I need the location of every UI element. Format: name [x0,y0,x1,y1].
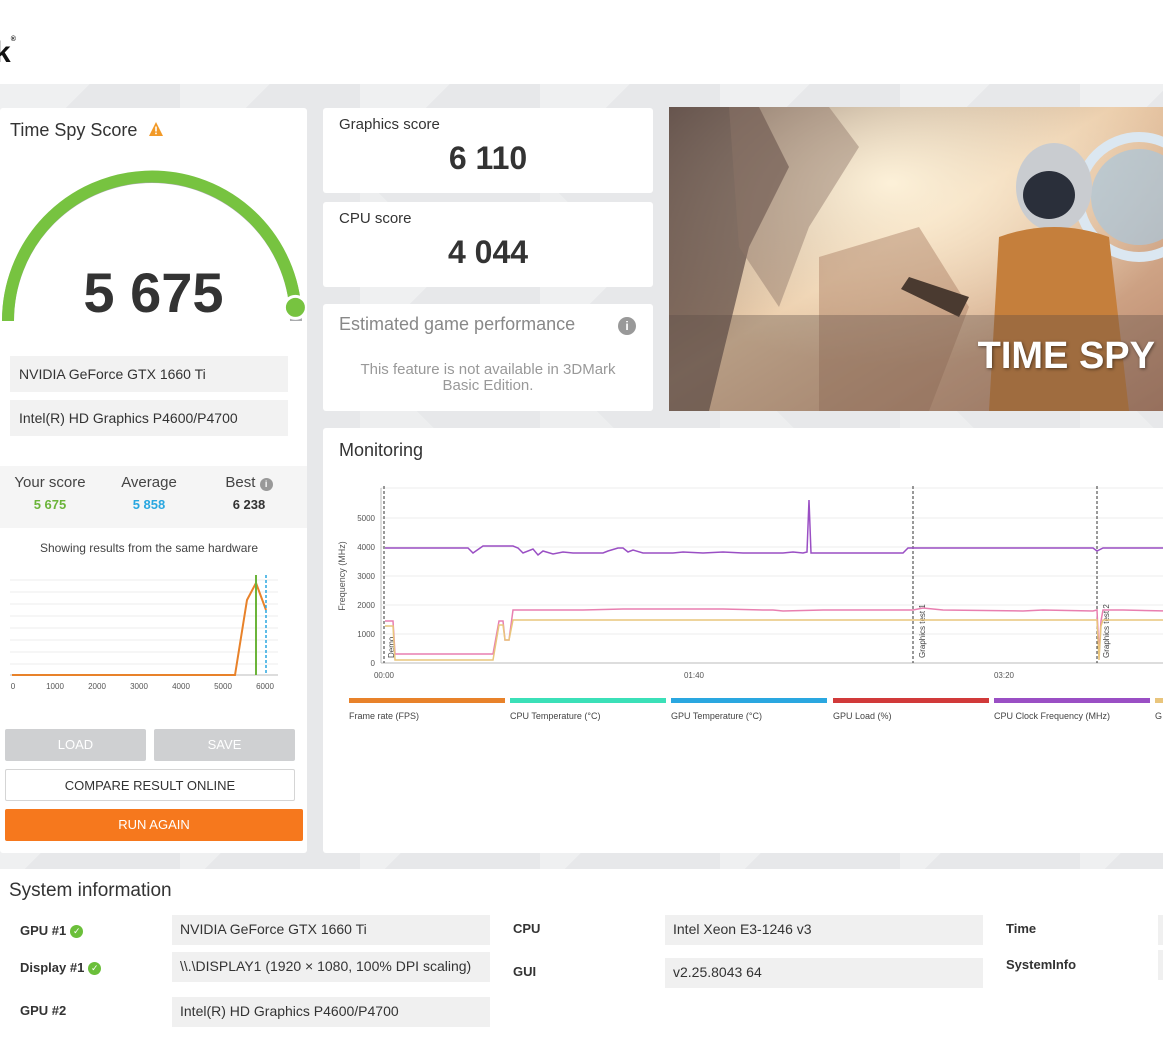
average-stat: Average 5 858 [121,474,177,512]
system-info-title: System information [9,880,172,901]
svg-text:Graphics test 1: Graphics test 1 [918,604,927,658]
banner-artwork [669,107,1163,411]
cpu-label: CPU [513,921,541,936]
time-value [1158,915,1163,945]
gauge-fill [1,170,302,322]
gui-label: GUI [513,964,537,979]
display1-label: Display #1 ✓ [20,960,102,976]
total-score: 5 675 [83,261,224,324]
monitoring-panel: Monitoring Frequency (MHz) 0 1000 2000 3… [323,428,1163,853]
app-logo: k® [0,36,16,69]
legend-gpu-clock[interactable]: G [1155,698,1163,721]
legend-gpu-load[interactable]: GPU Load (%) [833,698,989,721]
info-icon[interactable]: i [618,317,636,335]
svg-text:00:00: 00:00 [374,671,395,680]
monitoring-title: Monitoring [339,440,424,460]
estimated-performance-card: Estimated game performance i This featur… [323,304,653,411]
y-axis-label: Frequency (MHz) [337,541,347,611]
svg-text:5000: 5000 [214,682,232,691]
gui-value: v2.25.8043 64 [665,958,983,988]
time-label: Time [1006,921,1037,936]
svg-text:3000: 3000 [130,682,148,691]
svg-text:2000: 2000 [357,601,375,610]
svg-text:0: 0 [371,659,376,668]
svg-text:03:20: 03:20 [994,671,1015,680]
svg-text:1000: 1000 [357,630,375,639]
monitoring-chart: Frequency (MHz) 0 1000 2000 3000 4000 50… [337,486,1163,680]
info-icon[interactable]: i [259,478,273,491]
score-title: Time Spy Score [10,120,138,140]
systeminfo-label: SystemInfo [1006,957,1077,972]
score-stats: Your score 5 675 Average 5 858 Best i 6 … [0,466,307,528]
svg-text:5000: 5000 [357,514,375,523]
svg-text:3000: 3000 [357,572,375,581]
hardware-gpu1: NVIDIA GeForce GTX 1660 Ti [10,356,288,392]
systeminfo-value [1158,950,1163,980]
svg-text:1000: 1000 [46,682,64,691]
same-hardware-caption: Showing results from the same hardware [39,541,259,555]
your-score-stat: Your score 5 675 [14,474,86,512]
warning-icon [149,122,163,136]
cpu-value: Intel Xeon E3-1246 v3 [665,915,983,945]
check-icon: ✓ [70,925,84,939]
svg-text:4000: 4000 [172,682,190,691]
hardware-gpu2: Intel(R) HD Graphics P4600/P4700 [10,400,288,436]
cpu-score-value: 4 044 [447,234,529,270]
benchmark-title: TIME SPY [977,335,1155,377]
best-stat: Best i 6 238 [199,474,299,512]
svg-text:4000: 4000 [357,543,375,552]
score-histogram: 0 1000 2000 3000 4000 5000 6000 [10,575,278,691]
cpu-score-label: CPU score [339,210,412,227]
benchmark-banner: TIME SPY [669,107,1163,411]
svg-text:01:40: 01:40 [684,671,705,680]
cpu-score-card: CPU score 4 044 [323,202,653,287]
svg-text:Demo: Demo [387,636,396,658]
gauge-knob [282,294,307,320]
compare-online-button[interactable]: COMPARE RESULT ONLINE [5,769,295,801]
load-button[interactable]: LOAD [5,729,146,761]
gpu1-label: GPU #1 ✓ [20,923,84,939]
estimated-text: This feature is not available in 3DMark … [360,361,616,394]
run-again-button[interactable]: RUN AGAIN [5,809,303,841]
save-button[interactable]: SAVE [154,729,295,761]
legend-frame-rate[interactable]: Frame rate (FPS) [349,698,505,721]
gpu2-value: Intel(R) HD Graphics P4600/P4700 [172,997,490,1027]
score-gauge [1,170,307,322]
svg-text:2000: 2000 [88,682,106,691]
graphics-score-value: 6 110 [448,140,528,176]
svg-text:0: 0 [11,682,16,691]
legend-cpu-clock[interactable]: CPU Clock Frequency (MHz) [994,698,1150,721]
score-panel: Time Spy Score 5 675 NVIDIA GeForce GTX … [0,108,307,853]
legend-gpu-temperature[interactable]: GPU Temperature (°C) [671,698,827,721]
gpu2-label: GPU #2 [20,1003,67,1018]
svg-text:Graphics test 2: Graphics test 2 [1102,604,1111,658]
legend-cpu-temperature[interactable]: CPU Temperature (°C) [510,698,666,721]
display1-value: \\.\DISPLAY1 (1920 × 1080, 100% DPI scal… [172,952,490,982]
graphics-score-label: Graphics score [339,116,440,133]
graphics-score-card: Graphics score 6 110 [323,108,653,193]
check-icon: ✓ [88,962,102,976]
svg-text:6000: 6000 [256,682,274,691]
gpu1-value: NVIDIA GeForce GTX 1660 Ti [172,915,490,945]
estimated-title: Estimated game performance [339,314,576,334]
